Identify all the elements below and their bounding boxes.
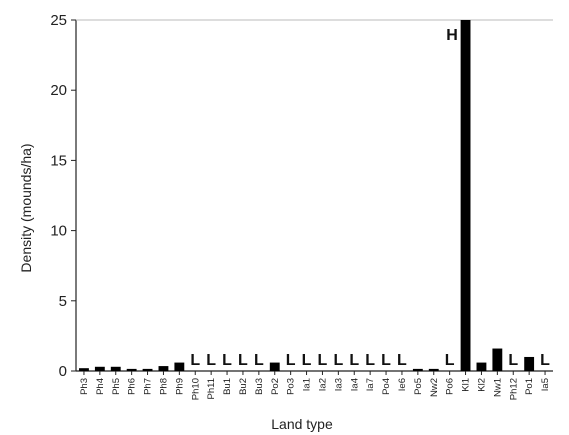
- x-tick-label: Po3: [286, 378, 297, 395]
- x-tick-label: Nw2: [429, 378, 440, 397]
- x-tick-label: Ph12: [508, 378, 519, 400]
- bar: [158, 366, 169, 371]
- bar: [476, 362, 487, 371]
- bar: [524, 356, 535, 371]
- bar: [79, 368, 89, 371]
- x-tick-label: Ph6: [127, 378, 138, 395]
- x-tick-label: Bu1: [222, 378, 233, 395]
- bar-annotation-label: L: [333, 352, 343, 369]
- bar: [460, 20, 471, 371]
- y-tick-label: 25: [50, 12, 67, 29]
- bar-annotation-label: L: [302, 352, 312, 369]
- y-tick-label: 5: [59, 293, 67, 310]
- x-tick-label: Ia4: [349, 378, 360, 391]
- bar-annotation-label: L: [508, 352, 518, 369]
- bar: [269, 362, 280, 371]
- bar-annotation-label: L: [397, 352, 407, 369]
- bar: [174, 362, 185, 371]
- bar-annotation-label: L: [222, 352, 232, 369]
- x-tick-label: Ie6: [397, 378, 408, 391]
- x-tick-label: Ia5: [540, 378, 551, 391]
- x-tick-label: Ph11: [206, 378, 217, 399]
- y-tick-label: 10: [50, 223, 67, 240]
- bar: [94, 366, 105, 371]
- x-tick-label: Nw1: [492, 378, 503, 397]
- x-tick-label: Ia1: [302, 378, 313, 391]
- x-tick-label: Ia2: [317, 378, 328, 391]
- bar-annotation-label: L: [349, 352, 359, 369]
- bar-annotation-label: L: [254, 352, 264, 369]
- bar-annotation-label: L: [381, 352, 391, 369]
- bar-annotation-label: L: [286, 352, 296, 369]
- x-tick-label: Po5: [413, 378, 424, 395]
- bar-annotation-label: L: [365, 352, 375, 369]
- y-tick-label: 15: [50, 152, 67, 169]
- x-tick-label: Bu2: [238, 378, 249, 395]
- bar-annotation-label: L: [445, 352, 455, 369]
- bar: [412, 368, 423, 371]
- x-tick-label: Po2: [270, 378, 281, 395]
- bar: [428, 368, 439, 371]
- x-tick-label: Kl1: [461, 378, 472, 392]
- x-tick-label: Ph5: [111, 378, 122, 395]
- x-tick-label: Ia3: [333, 378, 344, 391]
- x-axis: Ph3 Ph4 Ph5 Ph6 Ph7 Ph8 Ph9 Ph10 Ph11 Bu1 Bu2 Bu3 Po…: [76, 370, 553, 400]
- x-tick-label: Ph10: [190, 378, 201, 400]
- x-tick-label: Ia7: [365, 378, 376, 391]
- bar-annotation-label: L: [318, 352, 328, 369]
- bar-annotations: L L L L L L L L L L L L L LHL L: [190, 27, 550, 369]
- x-tick-label: Ph3: [79, 378, 90, 395]
- x-axis-title: Land type: [271, 416, 333, 432]
- x-tick-label: Kl2: [476, 378, 487, 392]
- x-tick-label: Ph8: [158, 378, 169, 395]
- bar: [110, 366, 121, 371]
- y-tick-label: 20: [50, 82, 67, 99]
- bar: [492, 348, 503, 371]
- x-tick-label: Ph7: [143, 378, 154, 395]
- bar-annotation-label: H: [446, 27, 458, 44]
- bar-annotation-label: L: [540, 352, 550, 369]
- bars: [79, 20, 535, 371]
- x-tick-label: Ph9: [174, 378, 185, 395]
- bar-annotation-label: L: [190, 352, 200, 369]
- bar: [126, 368, 137, 371]
- x-tick-label: Bu3: [254, 378, 265, 395]
- y-axis: 0 5 10 15 20 25: [50, 12, 553, 380]
- bar-annotation-label: L: [238, 352, 248, 369]
- bar-annotation-label: L: [206, 352, 216, 369]
- y-tick-label: 0: [59, 363, 67, 380]
- x-tick-label: Po6: [445, 378, 456, 395]
- x-tick-label: Ph4: [95, 378, 106, 395]
- bar: [142, 368, 153, 371]
- x-tick-label: Po4: [381, 378, 392, 395]
- y-axis-title: Density (mounds/ha): [18, 143, 34, 272]
- x-tick-label: Po1: [524, 378, 535, 395]
